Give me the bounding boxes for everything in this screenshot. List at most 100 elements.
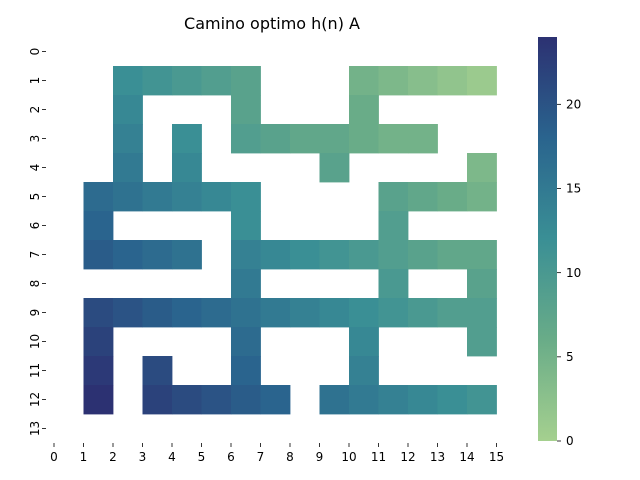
heatmap-cell [113,95,143,125]
heatmap-cell [378,385,409,415]
colorbar-gradient [538,37,557,441]
heatmap-cell [113,124,143,154]
heatmap-cell [378,240,409,270]
heatmap-cell [83,182,114,212]
heatmap-cell [83,385,114,415]
heatmap-cell [437,298,468,328]
heatmap-cell [378,124,409,154]
heatmap-cell [349,95,379,125]
heatmap-cell [113,182,143,212]
x-tick-label: 9 [316,450,324,464]
heatmap-cell [231,385,261,415]
heatmap-cell [201,298,232,328]
heatmap-cell [172,240,202,270]
heatmap-cell [231,240,261,270]
heatmap-cell [467,182,497,212]
chart-title: Camino optimo h(n) A [184,14,360,33]
heatmap-cell [172,124,202,154]
heatmap-cell [290,124,320,154]
heatmap-cell [349,356,379,386]
heatmap-cell [231,182,261,212]
heatmap-cell [83,356,114,386]
heatmap-cell [437,240,468,270]
heatmap-cell [349,124,379,154]
colorbar: 0 5 10 15 20 [538,37,581,448]
heatmap-cell [437,66,468,96]
x-tick-label: 14 [459,450,474,464]
heatmap-cell [172,182,202,212]
x-tick-label: 12 [400,450,415,464]
y-tick-label: 10 [28,334,42,349]
heatmap-cell [408,385,438,415]
heatmap-cell [349,240,379,270]
heatmap-cell [113,153,143,183]
heatmap-cell [319,153,350,183]
heatmap-cell [231,211,261,241]
heatmap-cell [437,385,468,415]
x-tick-label: 1 [80,450,88,464]
y-tick-label: 3 [28,135,42,143]
heatmap-cell [142,385,173,415]
y-tick-label: 12 [28,392,42,407]
heatmap-cell [231,356,261,386]
heatmap-cell [231,124,261,154]
heatmap-cell [378,298,409,328]
x-axis: 0 1 2 3 4 5 6 7 8 9 10 11 12 13 14 15 [50,443,504,464]
heatmap-cell [319,240,350,270]
y-tick-label: 5 [28,193,42,201]
colorbar-tick-label: 15 [566,182,581,196]
x-tick-label: 15 [489,450,504,464]
y-tick-label: 13 [28,421,42,436]
y-tick-label: 9 [28,309,42,317]
heatmap-cell [467,153,497,183]
x-tick-label: 10 [341,450,356,464]
heatmap-cell [408,182,438,212]
heatmap-cell [231,298,261,328]
heatmap-cell [378,211,409,241]
x-tick-label: 7 [257,450,265,464]
heatmap-cell [142,356,173,386]
heatmap-cell [231,327,261,357]
y-tick-label: 2 [28,106,42,114]
heatmap-cell [290,298,320,328]
heatmap-cell [172,153,202,183]
x-tick-label: 11 [371,450,386,464]
heatmap-cell [260,385,291,415]
colorbar-tick-label: 0 [566,434,574,448]
y-tick-label: 4 [28,164,42,172]
heatmap-cell [201,385,232,415]
colorbar-tick-label: 20 [566,98,581,112]
heatmap-cell [349,298,379,328]
heatmap-cell [83,327,114,357]
heatmap-cell [467,66,497,96]
heatmap-cell [467,327,497,357]
heatmap-cell [319,124,350,154]
y-tick-label: 7 [28,251,42,259]
heatmap-cell [142,298,173,328]
heatmap-cell [142,182,173,212]
x-tick-label: 6 [227,450,235,464]
heatmap-cell [260,124,291,154]
heatmap-cell [231,269,261,299]
heatmap-cell [83,240,114,270]
colorbar-tick-label: 10 [566,266,581,280]
heatmap-cell [113,240,143,270]
heatmap-cell [113,66,143,96]
colorbar-tick-label: 5 [566,350,574,364]
heatmap-cell [201,66,232,96]
heatmap-cell [349,66,379,96]
y-tick-label: 8 [28,280,42,288]
x-tick-label: 8 [286,450,294,464]
heatmap-cell [201,182,232,212]
x-tick-label: 2 [109,450,117,464]
heatmap-cell [231,66,261,96]
heatmap-cell [172,385,202,415]
y-tick-label: 6 [28,222,42,230]
heatmap-cell [378,66,409,96]
heatmap-cell [142,240,173,270]
heatmap-cell [408,66,438,96]
heatmap-cell [349,385,379,415]
heatmap-cell [83,211,114,241]
